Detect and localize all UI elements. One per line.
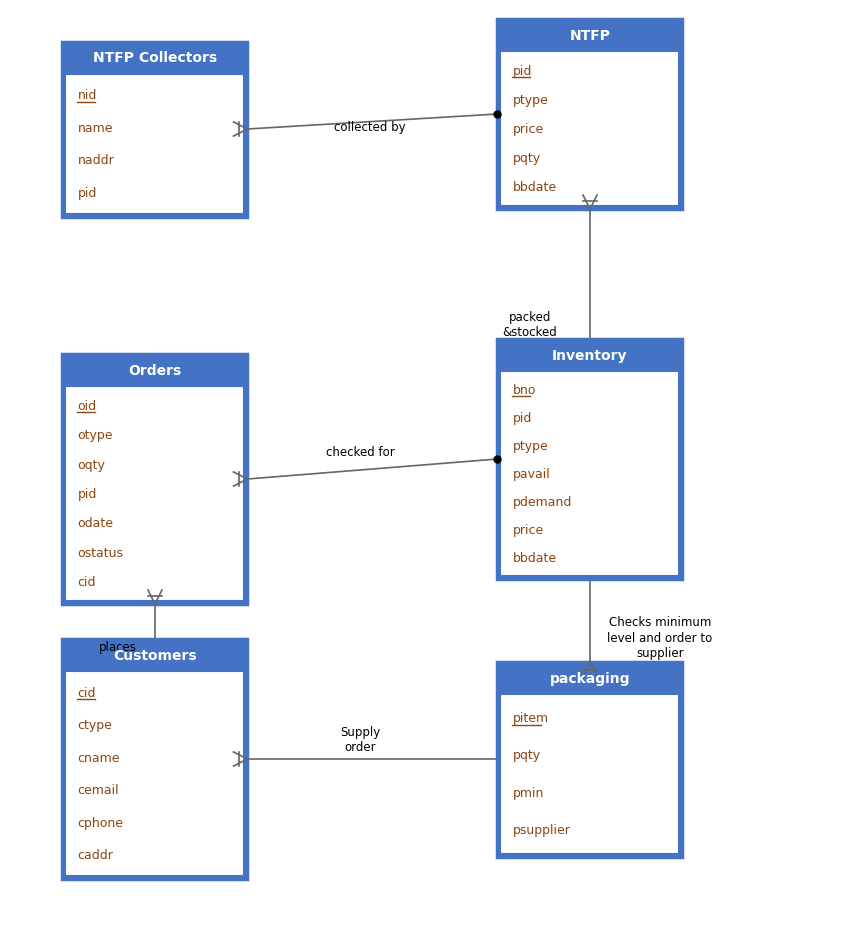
Text: NTFP Collectors: NTFP Collectors <box>93 51 217 65</box>
Text: psupplier: psupplier <box>513 823 570 836</box>
Text: cemail: cemail <box>77 784 119 797</box>
Text: pitem: pitem <box>513 712 548 724</box>
Text: oid: oid <box>77 399 97 413</box>
Text: pdemand: pdemand <box>513 496 572 509</box>
Text: price: price <box>513 524 544 536</box>
Text: pmin: pmin <box>513 785 544 799</box>
Bar <box>497 662 683 856</box>
Bar <box>65 671 245 876</box>
Text: odate: odate <box>77 517 114 530</box>
Text: packed
&stocked: packed &stocked <box>502 311 558 339</box>
Text: Supply
order: Supply order <box>340 725 380 753</box>
Text: otype: otype <box>77 429 113 442</box>
Text: naddr: naddr <box>77 154 114 167</box>
Text: Orders: Orders <box>128 363 182 378</box>
Text: checked for: checked for <box>326 445 394 458</box>
Bar <box>501 694 679 853</box>
Text: cphone: cphone <box>77 816 123 829</box>
Text: caddr: caddr <box>77 849 113 862</box>
Text: cname: cname <box>77 750 120 764</box>
Text: oqty: oqty <box>77 458 105 471</box>
Text: name: name <box>77 122 113 135</box>
Text: ptype: ptype <box>513 440 548 452</box>
Text: pid: pid <box>77 187 97 199</box>
Text: pid: pid <box>77 487 97 500</box>
Text: nid: nid <box>77 89 97 102</box>
Text: collected by: collected by <box>334 121 405 133</box>
Text: pavail: pavail <box>513 467 550 480</box>
Text: Customers: Customers <box>113 649 197 663</box>
Text: pqty: pqty <box>513 152 541 165</box>
Text: Checks minimum
level and order to
supplier: Checks minimum level and order to suppli… <box>608 615 712 659</box>
Text: bbdate: bbdate <box>513 181 557 194</box>
Bar <box>501 372 679 577</box>
Text: bno: bno <box>513 383 536 396</box>
Text: pid: pid <box>513 412 532 425</box>
Text: ostatus: ostatus <box>77 547 123 559</box>
Text: places: places <box>99 641 137 654</box>
Bar <box>497 340 683 580</box>
Text: ptype: ptype <box>513 93 548 107</box>
Text: bbdate: bbdate <box>513 551 557 565</box>
Text: NTFP: NTFP <box>570 29 610 43</box>
Bar <box>63 42 247 217</box>
Bar <box>65 75 245 214</box>
Text: price: price <box>513 123 544 136</box>
Text: pqty: pqty <box>513 749 541 762</box>
Bar <box>497 20 683 210</box>
Text: pid: pid <box>513 64 532 77</box>
Text: ctype: ctype <box>77 718 112 732</box>
Bar <box>65 387 245 601</box>
Text: cid: cid <box>77 576 96 589</box>
Bar <box>63 355 247 604</box>
Text: cid: cid <box>77 686 96 699</box>
Bar <box>63 639 247 879</box>
Text: Inventory: Inventory <box>552 348 628 362</box>
Bar <box>501 52 679 207</box>
Text: packaging: packaging <box>550 671 630 684</box>
